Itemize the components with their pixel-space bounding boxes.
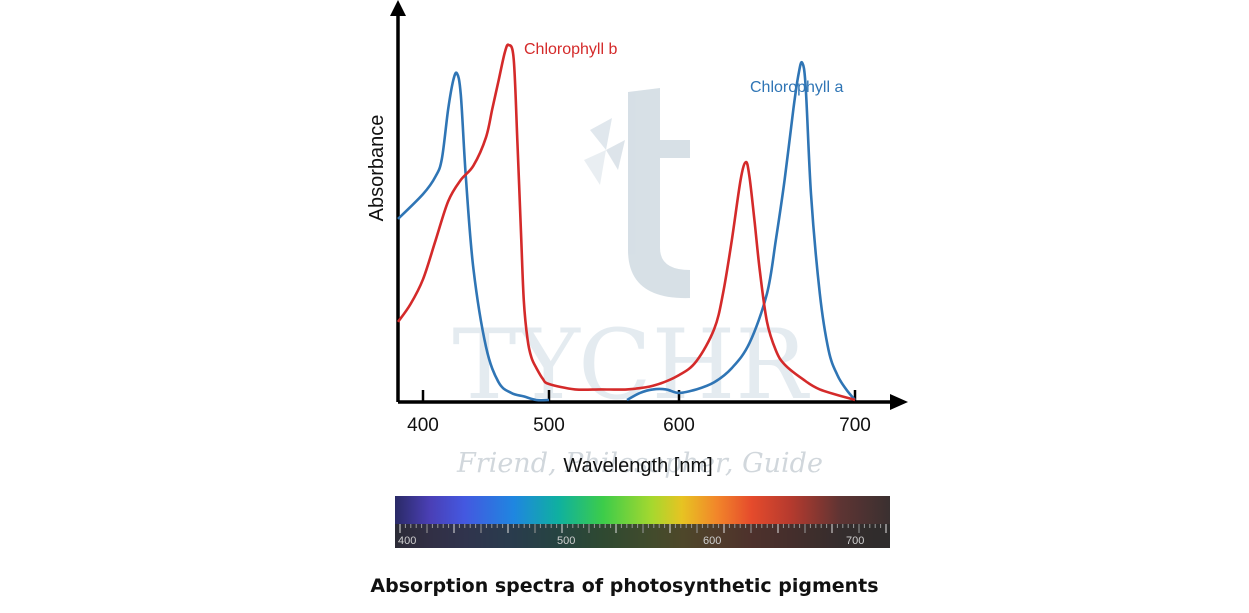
series-line-chlorophyll-a-seg1 [626, 60, 856, 402]
x-tick-label-500: 500 [533, 415, 565, 436]
spectrum-label-500: 500 [557, 535, 575, 547]
series-label-chlorophyll-a: Chlorophyll a [750, 79, 843, 96]
x-axis-arrow-icon [890, 394, 908, 410]
series-lines [396, 43, 856, 402]
spectrum-label-400: 400 [398, 535, 416, 547]
series-label-chlorophyll-b: Chlorophyll b [524, 41, 617, 58]
y-axis-arrow-icon [390, 0, 406, 16]
watermark-logo-icon [584, 88, 690, 299]
axes [390, 0, 908, 410]
y-axis-title: Absorbance [366, 115, 388, 222]
x-tick-label-600: 600 [663, 415, 695, 436]
figure-caption: Absorption spectra of photosynthetic pig… [370, 575, 879, 597]
x-tick-label-700: 700 [839, 415, 871, 436]
spectrum-bar: 400 500 600 700 [395, 496, 890, 548]
spectrum-label-600: 600 [703, 535, 721, 547]
x-tick-label-400: 400 [407, 415, 439, 436]
watermark-tagline: Friend, Philosopher, Guide [456, 448, 823, 479]
spectrum-ticks [399, 524, 887, 533]
series-line-chlorophyll-a-seg0 [397, 71, 550, 402]
spectrum-label-700: 700 [846, 535, 864, 547]
series-line-chlorophyll-b [396, 43, 856, 402]
watermark: TYCHR Friend, Philosopher, Guide [452, 88, 823, 479]
x-axis-title: Wavelength [nm] [563, 455, 712, 477]
